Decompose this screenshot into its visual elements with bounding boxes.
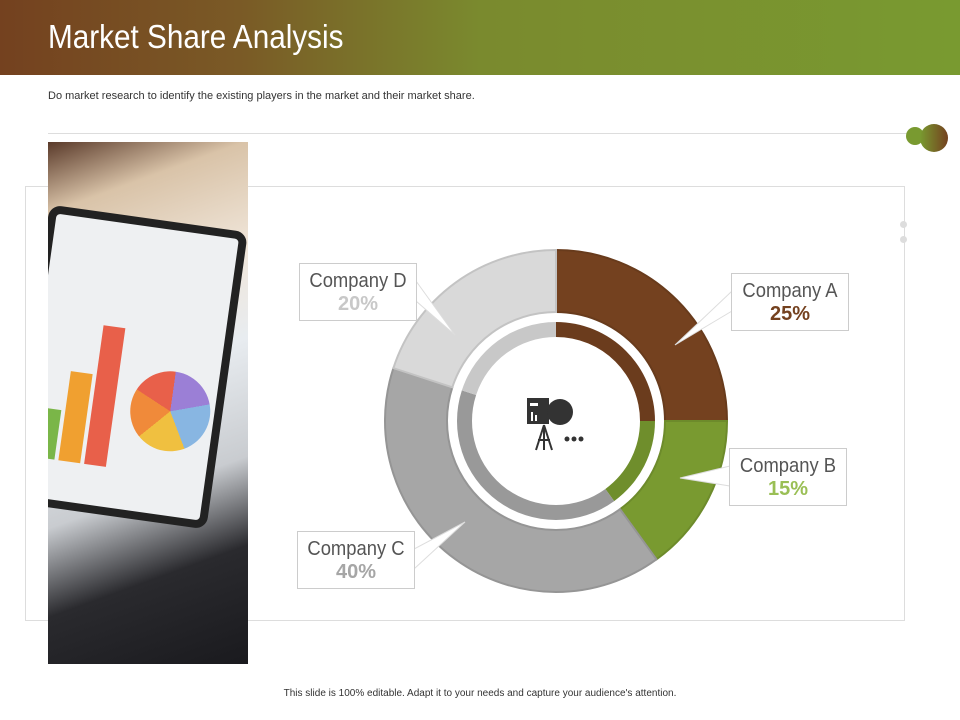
donut-slice-inner (461, 322, 556, 396)
category-label: Company A (742, 280, 838, 302)
value-label: 25% (769, 303, 811, 325)
callout-company-c: Company C 40% (297, 531, 415, 589)
category-label: Company B (739, 455, 837, 477)
presentation-chart-icon (527, 398, 584, 451)
header-bar: Market Share Analysis (0, 0, 960, 75)
subtitle: Do market research to identify the exist… (48, 90, 475, 102)
decorative-dot (920, 124, 948, 152)
value-label: 20% (337, 293, 379, 315)
callout-company-a: Company A 25% (731, 273, 849, 331)
tablet-photo (48, 142, 248, 664)
callout-company-b: Company B 15% (729, 448, 847, 506)
value-label: 40% (335, 561, 377, 583)
callout-company-d: Company D 20% (299, 263, 417, 321)
decorative-dot (900, 236, 907, 243)
donut-slice-outer (384, 366, 658, 593)
donut-slice-inner (456, 390, 615, 520)
divider (48, 133, 918, 134)
donut-slice-outer (555, 248, 729, 422)
donut-slice-inner (556, 322, 655, 421)
decorative-dot (900, 221, 907, 228)
content-frame (25, 186, 905, 621)
category-label: Company D (309, 270, 407, 292)
decorative-dot (906, 127, 924, 145)
page-title: Market Share Analysis (48, 18, 344, 55)
donut-slice-outer (392, 248, 557, 389)
donut-slice-inner (605, 421, 655, 502)
footer-text: This slide is 100% editable. Adapt it to… (283, 688, 677, 699)
category-label: Company C (307, 538, 405, 560)
value-label: 15% (767, 478, 809, 500)
